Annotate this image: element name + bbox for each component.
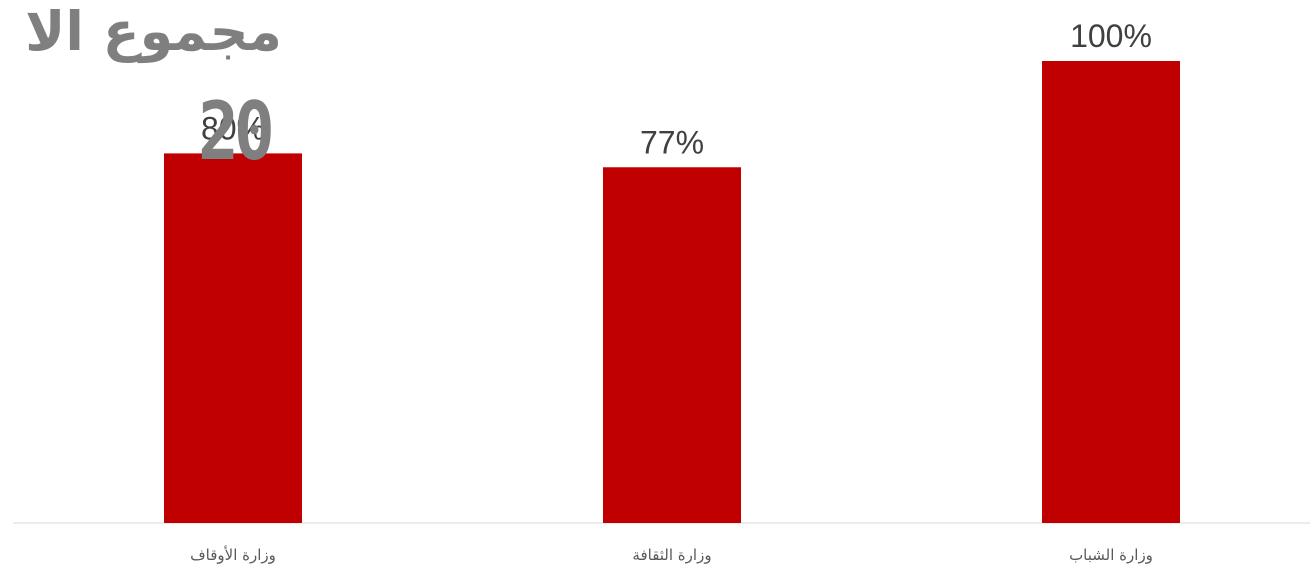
data-label-2: 77% bbox=[640, 124, 704, 160]
category-label-2: وزارة الثقافة bbox=[632, 546, 711, 564]
bar-2 bbox=[603, 167, 741, 523]
chart-title-fragment: مجموع الا bbox=[25, 0, 282, 63]
bar-3 bbox=[1042, 61, 1180, 523]
data-label-3: 100% bbox=[1070, 18, 1152, 54]
category-label-3: وزارة الشباب bbox=[1069, 546, 1153, 564]
data-label-1: 80% bbox=[201, 110, 265, 146]
overlay-number: 20 bbox=[198, 85, 275, 178]
bar-1 bbox=[164, 153, 302, 523]
category-label-1: وزارة الأوقاف bbox=[190, 545, 276, 564]
